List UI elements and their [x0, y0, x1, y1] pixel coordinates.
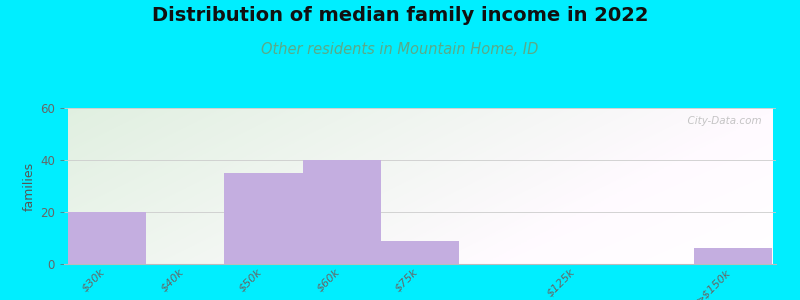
Bar [224, 173, 302, 264]
Y-axis label: families: families [23, 161, 36, 211]
Text: Other residents in Mountain Home, ID: Other residents in Mountain Home, ID [262, 42, 538, 57]
Bar [381, 241, 459, 264]
Text: City-Data.com: City-Data.com [681, 116, 762, 126]
Bar [68, 212, 146, 264]
Bar [694, 248, 772, 264]
Bar [302, 160, 381, 264]
Text: Distribution of median family income in 2022: Distribution of median family income in … [152, 6, 648, 25]
